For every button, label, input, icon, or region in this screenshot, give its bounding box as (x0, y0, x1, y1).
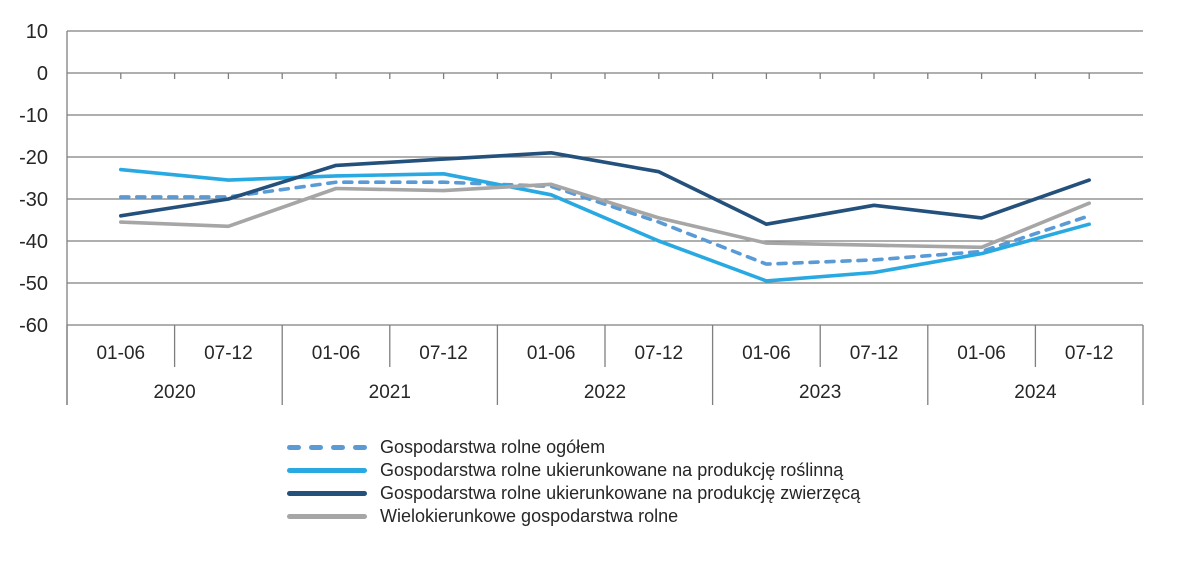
legend-swatch-navy-line (287, 490, 367, 496)
series-line-3 (119, 182, 1091, 250)
legend-label: Gospodarstwa rolne ukierunkowane na prod… (380, 483, 861, 503)
y-tick-label: 0 (37, 63, 48, 85)
y-tick-label: -30 (19, 189, 48, 211)
legend-label: Gospodarstwa rolne ukierunkowane na prod… (380, 460, 844, 480)
legend-label: Gospodarstwa rolne ogółem (380, 437, 606, 457)
x-year-label: 2021 (369, 382, 411, 403)
x-period-label: 01-06 (742, 343, 791, 364)
x-year-label: 2022 (584, 382, 626, 403)
x-period-label: 01-06 (527, 343, 576, 364)
x-year-label: 2023 (799, 382, 841, 403)
y-tick-label: -50 (19, 273, 48, 295)
x-period-label: 07-12 (850, 343, 899, 364)
legend-label: Wielokierunkowe gospodarstwa rolne (380, 506, 679, 526)
x-period-label: 07-12 (204, 343, 253, 364)
y-tick-label: -20 (19, 147, 48, 169)
y-tick-label: -60 (19, 315, 48, 337)
legend-item-wielokierunkowe: Wielokierunkowe gospodarstwa rolne (287, 507, 860, 525)
x-period-label: 07-12 (634, 343, 683, 364)
x-period-label: 07-12 (1065, 343, 1114, 364)
y-tick-label: -10 (19, 105, 48, 127)
series-line-0 (119, 180, 1091, 266)
series-line-1 (119, 167, 1091, 283)
x-period-label: 07-12 (419, 343, 468, 364)
y-tick-label: -40 (19, 231, 48, 253)
y-tick-label: 10 (26, 21, 48, 43)
legend-swatch-lightblue-line (287, 467, 367, 473)
x-period-label: 01-06 (957, 343, 1006, 364)
legend-swatch-dashed-line (287, 444, 367, 450)
x-year-label: 2024 (1014, 382, 1057, 403)
legend-item-ogolem: Gospodarstwa rolne ogółem (287, 438, 860, 456)
series-line-2 (119, 151, 1091, 226)
chart-legend: Gospodarstwa rolne ogółem Gospodarstwa r… (287, 438, 860, 525)
x-year-label: 2020 (153, 382, 195, 403)
legend-item-roslinna: Gospodarstwa rolne ukierunkowane na prod… (287, 461, 860, 479)
x-period-label: 01-06 (96, 343, 145, 364)
legend-swatch-gray-line (287, 513, 367, 519)
legend-item-zwierzeca: Gospodarstwa rolne ukierunkowane na prod… (287, 484, 860, 502)
x-period-label: 01-06 (312, 343, 361, 364)
